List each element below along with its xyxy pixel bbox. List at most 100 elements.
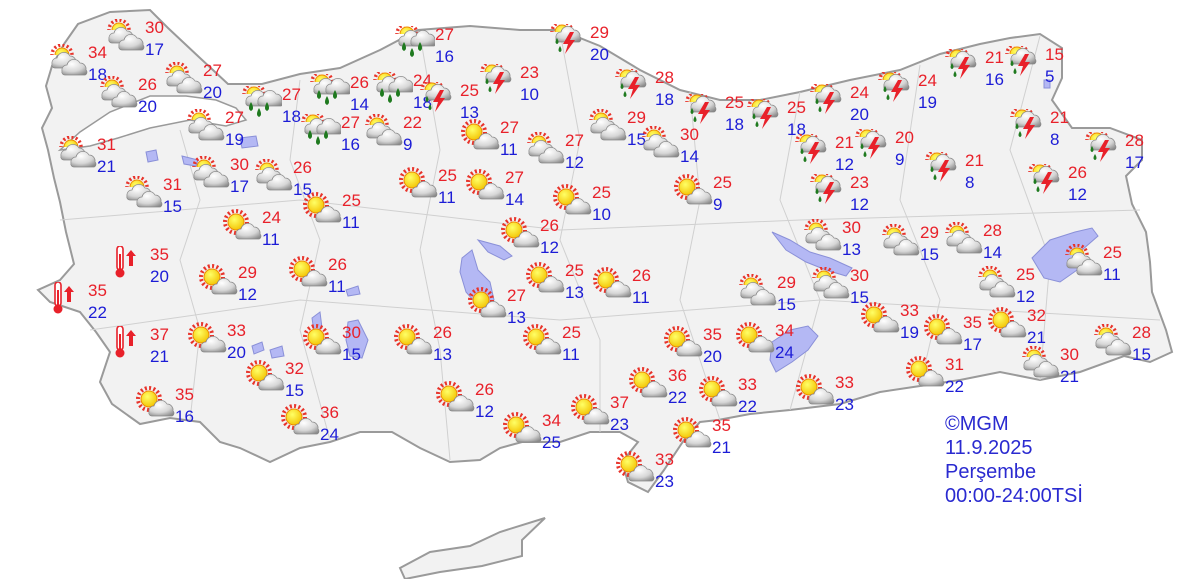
max-temp: 26 — [540, 216, 559, 235]
station-marker: 259 — [676, 173, 732, 214]
min-temp: 18 — [282, 107, 301, 126]
max-temp: 25 — [342, 191, 361, 210]
max-temp: 30 — [680, 125, 699, 144]
max-temp: 25 — [1103, 243, 1122, 262]
max-temp: 31 — [163, 175, 182, 194]
max-temp: 30 — [230, 155, 249, 174]
max-temp: 26 — [433, 323, 452, 342]
station-marker: 209 — [857, 128, 914, 169]
min-temp: 11 — [632, 288, 650, 307]
max-temp: 27 — [565, 131, 584, 150]
min-temp: 12 — [835, 155, 854, 174]
max-temp: 36 — [668, 366, 687, 385]
min-temp: 15 — [163, 197, 182, 216]
min-temp: 22 — [88, 303, 107, 322]
max-temp: 27 — [225, 108, 244, 127]
max-temp: 32 — [1027, 306, 1046, 325]
min-temp: 23 — [655, 472, 674, 491]
min-temp: 9 — [403, 135, 412, 154]
max-temp: 36 — [320, 403, 339, 422]
min-temp: 14 — [680, 147, 699, 166]
max-temp: 37 — [610, 393, 629, 412]
max-temp: 27 — [507, 286, 526, 305]
max-temp: 25 — [562, 323, 581, 342]
max-temp: 27 — [500, 118, 519, 137]
max-temp: 23 — [850, 173, 869, 192]
min-temp: 20 — [850, 105, 869, 124]
keban-dam — [771, 231, 853, 277]
min-temp: 20 — [703, 347, 722, 366]
min-temp: 11 — [562, 345, 580, 364]
min-temp: 19 — [225, 130, 244, 149]
ataturk-dam — [769, 325, 819, 373]
max-temp: 28 — [983, 221, 1002, 240]
max-temp: 25 — [592, 183, 611, 202]
lake-beysehir — [345, 319, 369, 359]
min-temp: 22 — [668, 388, 687, 407]
max-temp: 15 — [1045, 45, 1064, 64]
max-temp: 29 — [590, 23, 609, 42]
max-temp: 26 — [350, 73, 369, 92]
max-temp: 33 — [738, 375, 757, 394]
min-temp: 15 — [285, 381, 304, 400]
min-temp: 19 — [900, 323, 919, 342]
map-legend: ©MGM 11.9.2025 Perşembe 00:00-24:00TSİ — [945, 412, 1083, 508]
min-temp: 21 — [150, 347, 169, 366]
max-temp: 30 — [850, 266, 869, 285]
max-temp: 28 — [655, 68, 674, 87]
min-temp: 17 — [145, 40, 164, 59]
min-temp: 12 — [850, 195, 869, 214]
max-temp: 29 — [238, 263, 257, 282]
min-temp: 9 — [895, 150, 904, 169]
max-temp: 35 — [150, 245, 169, 264]
max-temp: 34 — [775, 321, 794, 340]
lake-small — [239, 135, 259, 149]
min-temp: 16 — [341, 135, 360, 154]
lake-small — [251, 341, 265, 355]
min-temp: 8 — [965, 173, 974, 192]
min-temp: 8 — [1050, 130, 1059, 149]
min-temp: 11 — [1103, 265, 1121, 284]
min-temp: 23 — [835, 395, 854, 414]
min-temp: 21 — [97, 157, 116, 176]
max-temp: 29 — [627, 108, 646, 127]
max-temp: 35 — [712, 416, 731, 435]
max-temp: 34 — [542, 411, 561, 430]
min-temp: 12 — [238, 285, 257, 304]
station-marker: 155 — [1007, 45, 1064, 86]
max-temp: 33 — [227, 321, 246, 340]
min-temp: 22 — [945, 377, 964, 396]
min-temp: 11 — [328, 277, 346, 296]
max-temp: 20 — [895, 128, 914, 147]
max-temp: 27 — [505, 168, 524, 187]
day-label: Perşembe — [945, 461, 1037, 483]
min-temp: 21 — [1027, 328, 1046, 347]
max-temp: 22 — [403, 113, 422, 132]
max-temp: 25 — [725, 93, 744, 112]
